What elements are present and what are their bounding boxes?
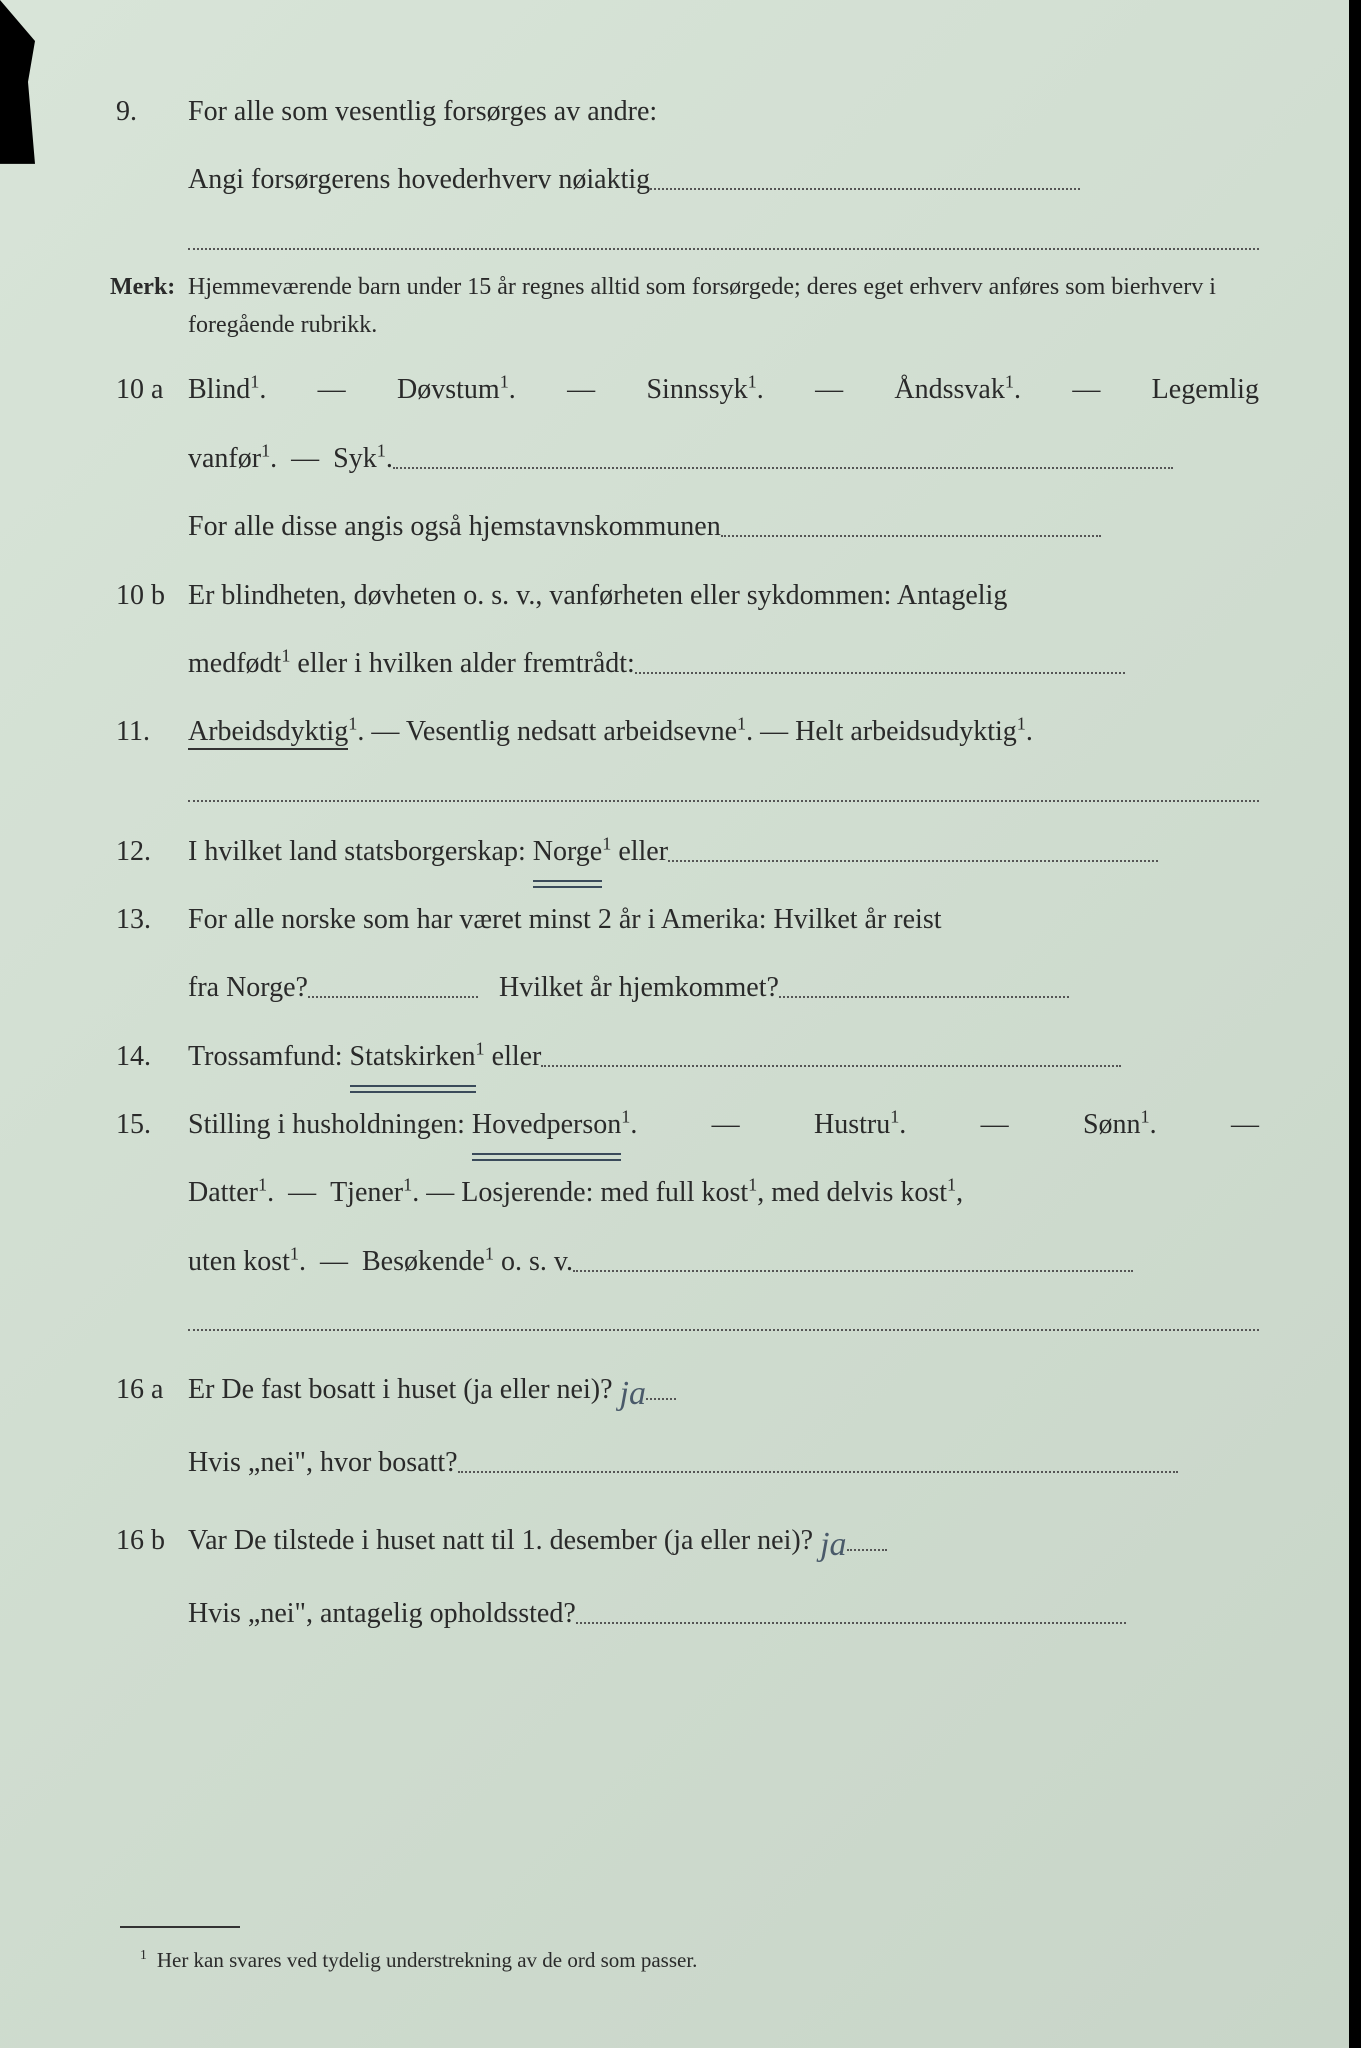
q15-line3: uten kost1. — Besøkende1 o. s. v. xyxy=(110,1230,1259,1294)
q16a-answer: ja xyxy=(620,1375,646,1412)
q10b-medfodt: medfødt xyxy=(188,648,281,679)
q13-fra: fra Norge? xyxy=(188,972,308,1003)
q11: 11. Arbeidsdyktig1. — Vesentlig nedsatt … xyxy=(110,700,1259,764)
q14-pre: Trossamfund: xyxy=(188,1041,350,1072)
q13-hjem: Hvilket år hjemkommet? xyxy=(499,972,779,1003)
q10b-blank xyxy=(635,672,1125,674)
q10a-hjemstavn: For alle disse angis også hjemstavnskomm… xyxy=(188,511,721,542)
q10a-blank2 xyxy=(721,535,1101,537)
q9-line2: Angi forsørgerens hovederhverv nøiaktig xyxy=(188,164,650,195)
q10a-dovstum: Døvstum xyxy=(397,374,500,405)
q9-content: For alle som vesentlig forsørges av andr… xyxy=(188,80,1259,144)
q16b-answer: ja xyxy=(820,1526,846,1563)
q10b-line2: medfødt1 eller i hvilken alder fremtrådt… xyxy=(110,632,1259,696)
q15-datter: Datter xyxy=(188,1177,258,1208)
q15-hustru: Hustru xyxy=(814,1109,890,1140)
q15-hovedperson: Hovedperson xyxy=(472,1093,621,1157)
q15-line2: Datter1. — Tjener1. — Losjerende: med fu… xyxy=(110,1161,1259,1225)
q16a-question: Er De fast bosatt i huset (ja eller nei)… xyxy=(188,1374,613,1405)
note-row: Merk: Hjemmeværende barn under 15 år reg… xyxy=(110,268,1259,345)
q9-blank xyxy=(650,188,1080,190)
q11-arbeidsdyktig: Arbeidsdyktig xyxy=(188,716,348,750)
q13-line2: fra Norge? Hvilket år hjemkommet? xyxy=(110,956,1259,1020)
q15-number: 15. xyxy=(110,1093,188,1157)
footnote-text: Her kan svares ved tydelig understreknin… xyxy=(157,1948,698,1972)
q10a-legemlig: Legemlig xyxy=(1152,374,1259,405)
q15-pre: Stilling i husholdningen: xyxy=(188,1109,472,1140)
q10a-vanfor: vanfør xyxy=(188,443,261,474)
q10a-sinnssyk: Sinnssyk xyxy=(646,374,747,405)
q15-besokende: Besøkende xyxy=(362,1246,485,1277)
q15-sonn: Sønn xyxy=(1083,1109,1141,1140)
q15: 15. Stilling i husholdningen: Hovedperso… xyxy=(110,1093,1259,1157)
q15-delvis: , med delvis kost xyxy=(757,1177,947,1208)
q12-norge: Norge xyxy=(533,820,602,884)
q13-line1: For alle norske som har været minst 2 år… xyxy=(188,888,1259,952)
q10b-number: 10 b xyxy=(110,564,188,628)
q16b-line2: Hvis „nei", antagelig opholdssted? xyxy=(110,1582,1259,1646)
q10a-number: 10 a xyxy=(110,358,188,422)
q16b-blank xyxy=(576,1622,1126,1624)
q15-tjener: Tjener xyxy=(330,1177,403,1208)
q9-blank2 xyxy=(188,219,1259,250)
q12-post: eller xyxy=(611,836,668,867)
q13-number: 13. xyxy=(110,888,188,952)
q13-blank2 xyxy=(779,996,1069,998)
q9: 9. For alle som vesentlig forsørges av a… xyxy=(110,80,1259,144)
note-text: Hjemmeværende barn under 15 år regnes al… xyxy=(188,268,1259,345)
q16a-blank xyxy=(458,1471,1178,1473)
q15-blank2 xyxy=(188,1300,1259,1331)
note-label: Merk: xyxy=(110,268,188,306)
q11-number: 11. xyxy=(110,700,188,764)
q12-blank xyxy=(668,860,1158,862)
q10a-blank xyxy=(393,467,1173,469)
q16b-number: 16 b xyxy=(110,1509,188,1573)
footnote-rule xyxy=(120,1926,240,1928)
q10a: 10 a Blind1. — Døvstum1. — Sinnssyk1. — … xyxy=(110,358,1259,422)
census-form-page: 9. For alle som vesentlig forsørges av a… xyxy=(0,0,1361,2048)
q10b-line1: Er blindheten, døvheten o. s. v., vanfør… xyxy=(188,564,1259,628)
q14-post: eller xyxy=(485,1041,542,1072)
q10a-andssvak: Åndssvak xyxy=(894,374,1004,405)
q16b-hvis: Hvis „nei", antagelig opholdssted? xyxy=(188,1598,576,1629)
q9-line1: For alle som vesentlig forsørges av andr… xyxy=(188,96,657,127)
q10b-alder: eller i hvilken alder fremtrådt: xyxy=(290,648,634,679)
q11-nedsatt: Vesentlig nedsatt arbeidsevne xyxy=(406,716,737,747)
q13: 13. For alle norske som har været minst … xyxy=(110,888,1259,952)
q9-number: 9. xyxy=(110,80,188,144)
q12-number: 12. xyxy=(110,820,188,884)
q16a: 16 a Er De fast bosatt i huset (ja eller… xyxy=(110,1349,1259,1427)
q10a-line3: For alle disse angis også hjemstavnskomm… xyxy=(110,495,1259,559)
q10a-blind: Blind xyxy=(188,374,250,405)
q10a-syk: Syk xyxy=(333,443,377,474)
q12-pre: I hvilket land statsborgerskap: xyxy=(188,836,533,867)
q13-blank1 xyxy=(308,996,478,998)
q15-blank xyxy=(573,1270,1133,1272)
q16a-line2: Hvis „nei", hvor bosatt? xyxy=(110,1431,1259,1495)
footnote: 1Her kan svares ved tydelig understrekni… xyxy=(110,1936,1259,1984)
q15-uten: uten kost xyxy=(188,1246,290,1277)
q14-statskirken: Statskirken xyxy=(350,1025,476,1089)
q11-udyktig: Helt arbeidsudyktig xyxy=(795,716,1017,747)
q16a-hvis: Hvis „nei", hvor bosatt? xyxy=(188,1447,458,1478)
q15-osv: o. s. v. xyxy=(494,1246,573,1277)
q9-line2-row: Angi forsørgerens hovederhverv nøiaktig xyxy=(110,148,1259,212)
q16b-question: Var De tilstede i huset natt til 1. dese… xyxy=(188,1525,813,1556)
q14-blank xyxy=(541,1065,1121,1067)
q10b: 10 b Er blindheten, døvheten o. s. v., v… xyxy=(110,564,1259,628)
q16b: 16 b Var De tilstede i huset natt til 1.… xyxy=(110,1500,1259,1578)
q15-losjerende: Losjerende: med full kost xyxy=(461,1177,748,1208)
q14-number: 14. xyxy=(110,1025,188,1089)
q14: 14. Trossamfund: Statskirken1 eller xyxy=(110,1025,1259,1089)
q12: 12. I hvilket land statsborgerskap: Norg… xyxy=(110,820,1259,884)
q16a-number: 16 a xyxy=(110,1358,188,1422)
q11-blank xyxy=(188,771,1259,802)
q10a-line2: vanfør1. — Syk1. xyxy=(110,427,1259,491)
